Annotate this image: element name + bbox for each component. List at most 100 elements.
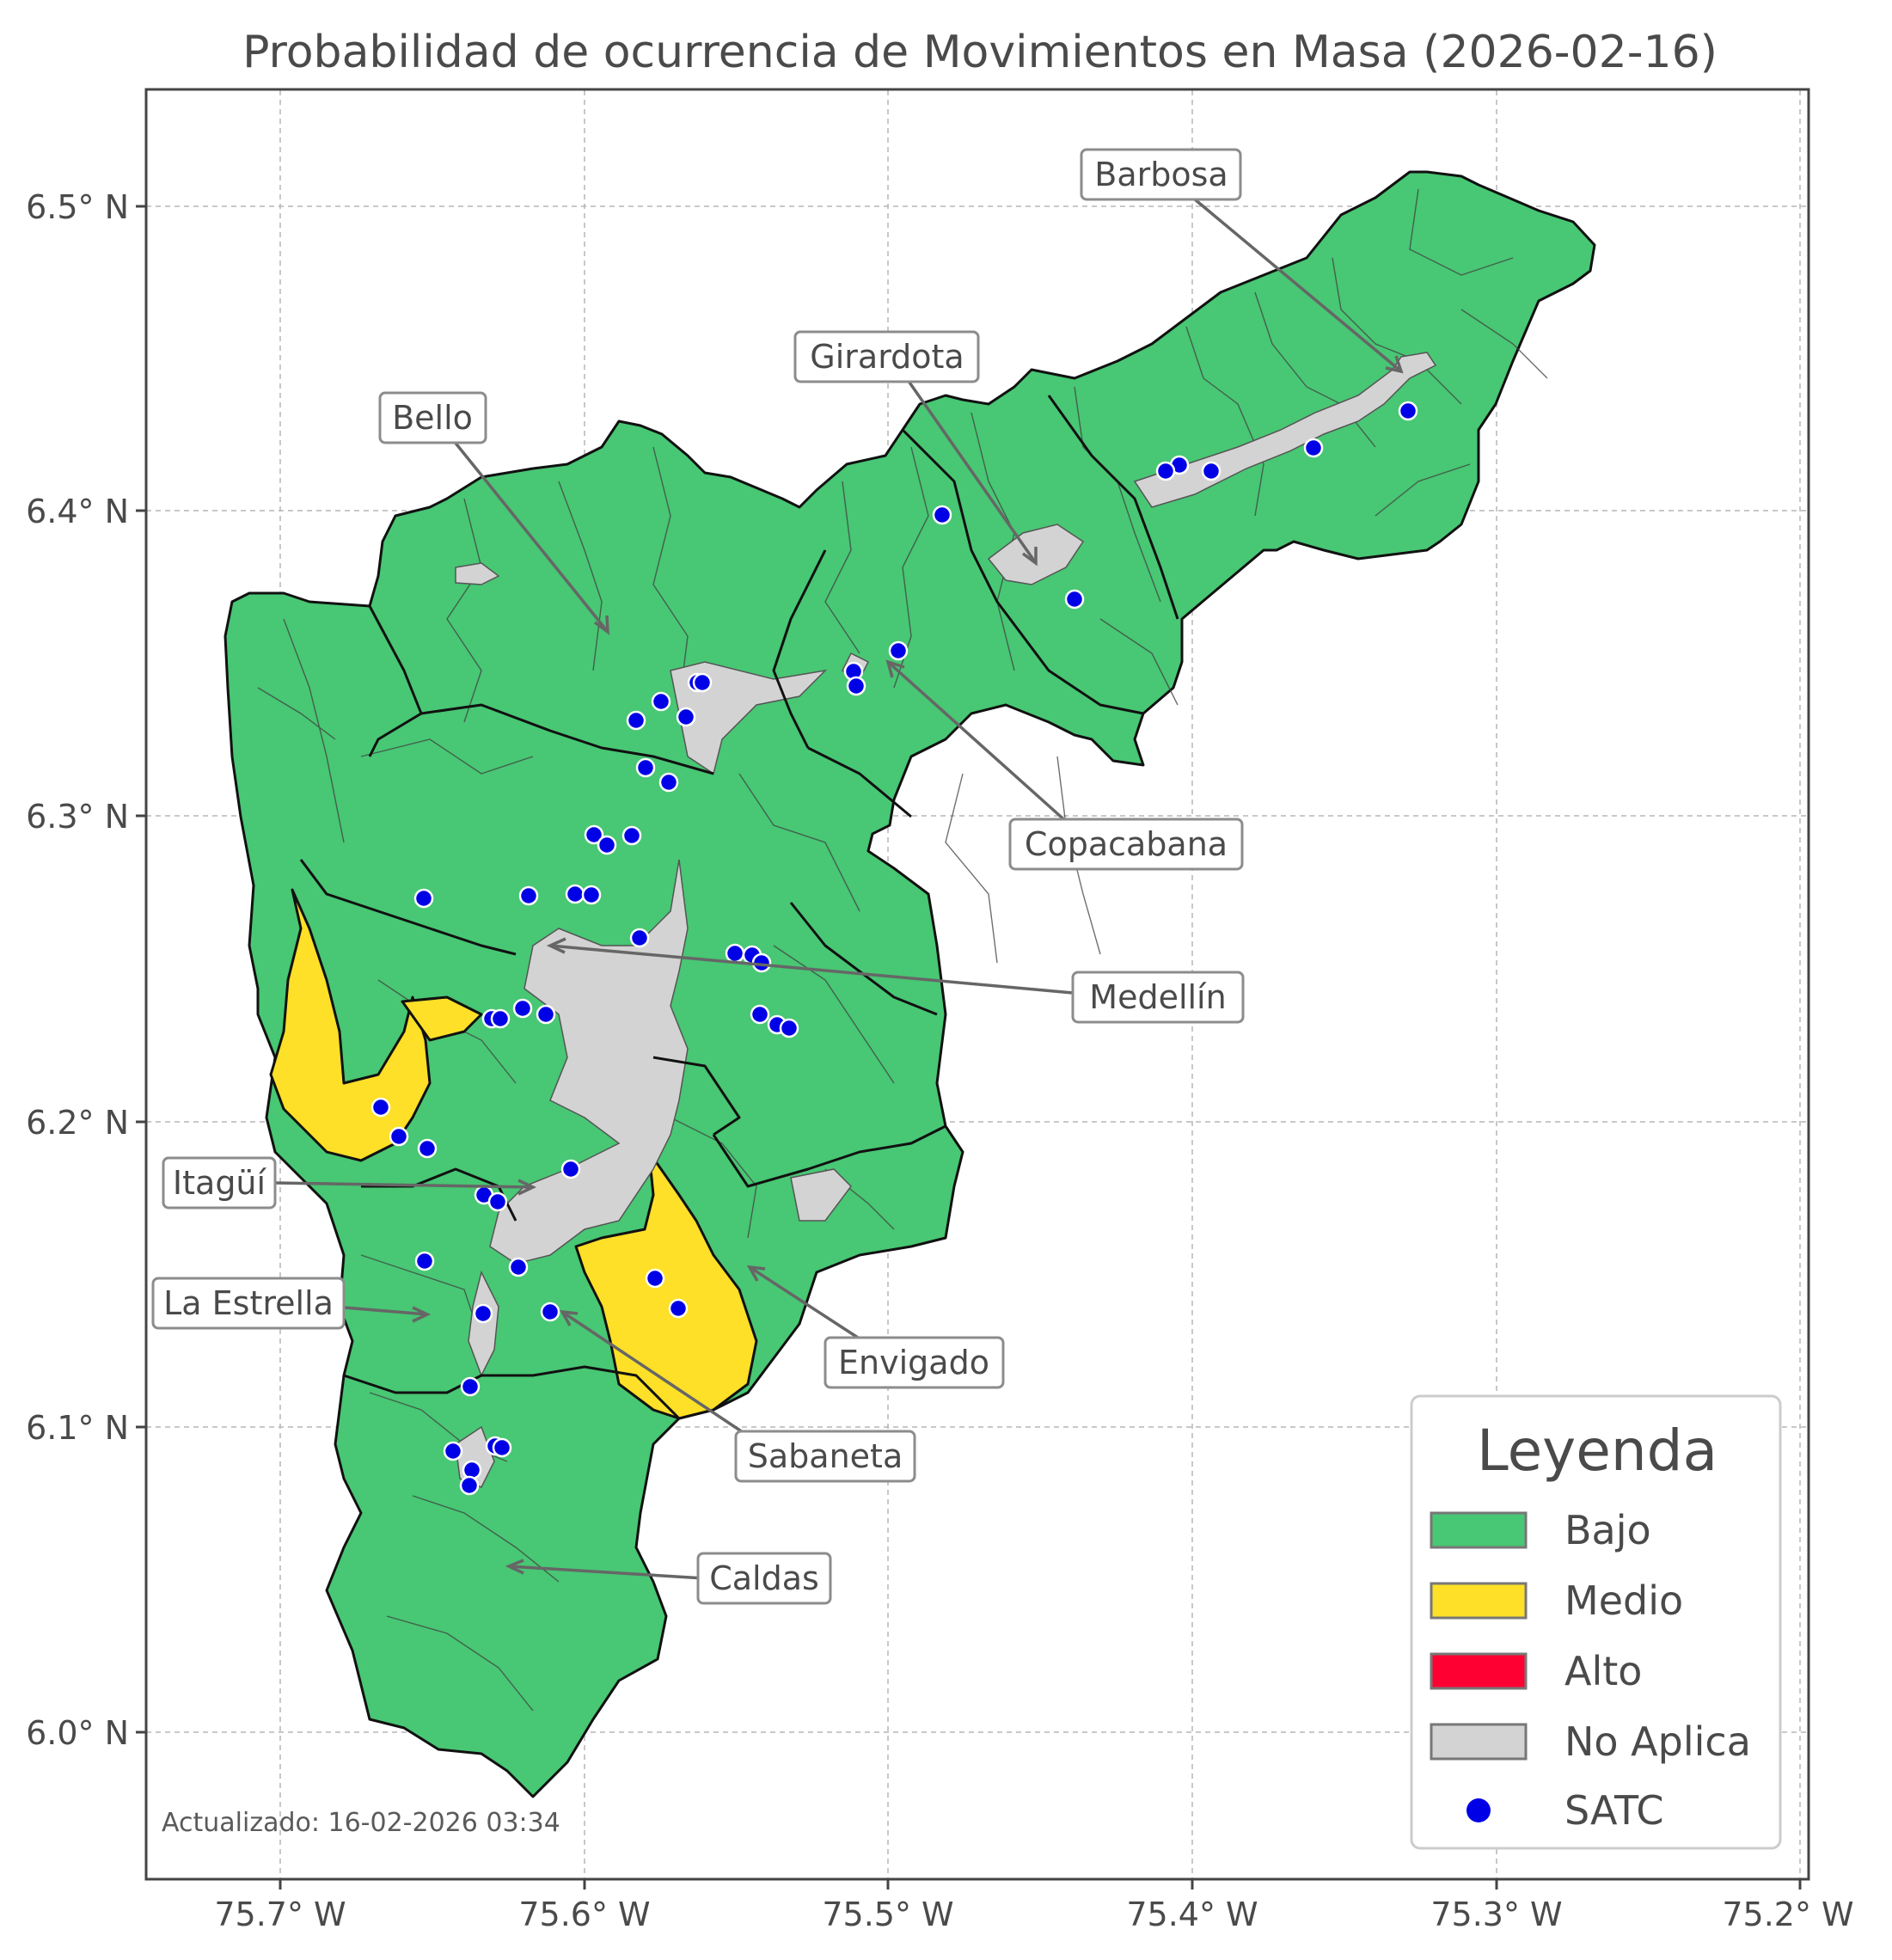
satc-station bbox=[459, 1475, 480, 1496]
legend-label-alto: Alto bbox=[1564, 1648, 1642, 1694]
updated-timestamp: Actualizado: 16-02-2026 03:34 bbox=[162, 1808, 560, 1838]
region-med-west bbox=[269, 888, 432, 1162]
callout-la-estrella: La Estrella bbox=[151, 1277, 346, 1330]
svg-text:Caldas: Caldas bbox=[709, 1559, 819, 1597]
satc-station bbox=[417, 1138, 438, 1159]
svg-text:Copacabana: Copacabana bbox=[1025, 825, 1228, 863]
callout-medellin: Medellín bbox=[1071, 971, 1245, 1024]
satc-station bbox=[536, 1004, 556, 1025]
satc-station bbox=[1303, 438, 1324, 458]
callout-envigado: Envigado bbox=[824, 1336, 1005, 1389]
legend-label-no-aplica: No Aplica bbox=[1564, 1718, 1751, 1765]
y-tick-label: 6.5° N bbox=[26, 188, 129, 226]
satc-station bbox=[692, 672, 713, 693]
x-tick-label: 75.3° W bbox=[1430, 1896, 1562, 1933]
satc-station bbox=[888, 640, 909, 661]
legend-label-bajo: Bajo bbox=[1564, 1507, 1651, 1553]
satc-station bbox=[584, 824, 604, 845]
svg-text:Medellín: Medellín bbox=[1089, 978, 1226, 1016]
satc-station bbox=[389, 1126, 409, 1147]
callout-caldas: Caldas bbox=[696, 1552, 832, 1605]
vereda-boundaries bbox=[257, 188, 1548, 1712]
svg-text:Girardota: Girardota bbox=[810, 338, 964, 376]
satc-station bbox=[540, 1302, 560, 1322]
satc-station bbox=[443, 1441, 463, 1461]
satc-station bbox=[621, 825, 642, 846]
legend-title: Leyenda bbox=[1477, 1418, 1717, 1484]
urban-bello-north bbox=[455, 562, 500, 585]
satc-station bbox=[581, 885, 602, 905]
satc-station bbox=[635, 757, 656, 778]
y-axis: 6.5° N 6.4° N 6.3° N 6.2° N 6.1° N 6.0° … bbox=[26, 188, 146, 1752]
urban-bello bbox=[670, 661, 828, 775]
svg-text:Bello: Bello bbox=[392, 399, 473, 437]
legend: Leyenda Bajo Medio Alto No Aplica SATC bbox=[1410, 1394, 1782, 1850]
satc-station bbox=[676, 707, 696, 727]
y-tick-label: 6.4° N bbox=[26, 493, 129, 530]
satc-station bbox=[413, 888, 434, 909]
callout-itagui: Itagüí bbox=[162, 1156, 277, 1210]
callout-girardota: Girardota bbox=[793, 330, 980, 383]
satc-station bbox=[370, 1097, 391, 1118]
svg-text:Sabaneta: Sabaneta bbox=[748, 1437, 903, 1475]
callout-arrows bbox=[274, 198, 1404, 1580]
legend-swatch-alto bbox=[1430, 1652, 1528, 1690]
satc-station bbox=[460, 1376, 481, 1397]
y-tick-label: 6.2° N bbox=[26, 1104, 129, 1142]
satc-station bbox=[1155, 461, 1176, 481]
x-tick-label: 75.4° W bbox=[1126, 1896, 1258, 1933]
satc-station bbox=[1201, 461, 1222, 481]
plot-frame bbox=[144, 88, 1810, 1881]
satc-station bbox=[658, 772, 679, 793]
svg-text:Itagüí: Itagüí bbox=[173, 1164, 267, 1202]
legend-label-satc: SATC bbox=[1564, 1787, 1663, 1834]
x-tick-label: 75.2° W bbox=[1722, 1896, 1853, 1933]
satc-station bbox=[565, 884, 585, 904]
satc-station bbox=[512, 998, 533, 1019]
satc-station bbox=[645, 1268, 665, 1289]
satc-station bbox=[508, 1257, 529, 1277]
legend-swatch-medio bbox=[1430, 1582, 1528, 1620]
satc-station bbox=[492, 1437, 512, 1458]
satc-station bbox=[462, 1460, 482, 1480]
y-tick-label: 6.1° N bbox=[26, 1409, 129, 1447]
satc-station bbox=[473, 1303, 493, 1324]
municipal-borders bbox=[299, 395, 1179, 1420]
callouts: Barbosa Girardota Bello Copacabana Medel… bbox=[151, 148, 1245, 1605]
callout-bello: Bello bbox=[378, 391, 487, 444]
urban-envigado-east bbox=[790, 1168, 852, 1222]
satc-station bbox=[725, 943, 745, 964]
satc-station bbox=[668, 1298, 689, 1319]
satc-station bbox=[518, 885, 539, 906]
satc-station bbox=[560, 1159, 581, 1179]
satc-station bbox=[414, 1251, 435, 1271]
callout-barbosa: Barbosa bbox=[1080, 148, 1242, 201]
region-med-west2 bbox=[401, 995, 483, 1042]
satc-station bbox=[750, 1004, 770, 1025]
satc-station bbox=[1064, 589, 1085, 609]
svg-text:Barbosa: Barbosa bbox=[1094, 156, 1228, 193]
legend-swatch-bajo bbox=[1430, 1511, 1528, 1549]
callout-sabaneta: Sabaneta bbox=[734, 1430, 916, 1483]
satc-station bbox=[597, 835, 617, 855]
satc-station bbox=[932, 505, 952, 525]
legend-label-medio: Medio bbox=[1564, 1577, 1683, 1624]
svg-text:La Estrella: La Estrella bbox=[163, 1284, 334, 1322]
x-tick-label: 75.5° W bbox=[822, 1896, 953, 1933]
callout-copacabana: Copacabana bbox=[1008, 818, 1244, 871]
satc-station bbox=[487, 1191, 508, 1212]
x-tick-label: 75.6° W bbox=[518, 1896, 650, 1933]
region-low-area bbox=[223, 170, 1596, 1798]
region-map bbox=[223, 170, 1596, 1798]
legend-swatch-satc bbox=[1466, 1798, 1491, 1822]
x-axis: 75.7° W 75.6° W 75.5° W 75.4° W 75.3° W … bbox=[214, 1879, 1854, 1933]
y-tick-label: 6.0° N bbox=[26, 1714, 129, 1752]
satc-stations bbox=[370, 401, 1418, 1496]
map-title: Probabilidad de ocurrencia de Movimiento… bbox=[242, 27, 1717, 78]
urban-medellin bbox=[489, 859, 689, 1265]
satc-station bbox=[651, 691, 671, 712]
svg-text:Envigado: Envigado bbox=[838, 1344, 989, 1381]
satc-station bbox=[626, 710, 646, 731]
satc-station bbox=[629, 928, 650, 948]
